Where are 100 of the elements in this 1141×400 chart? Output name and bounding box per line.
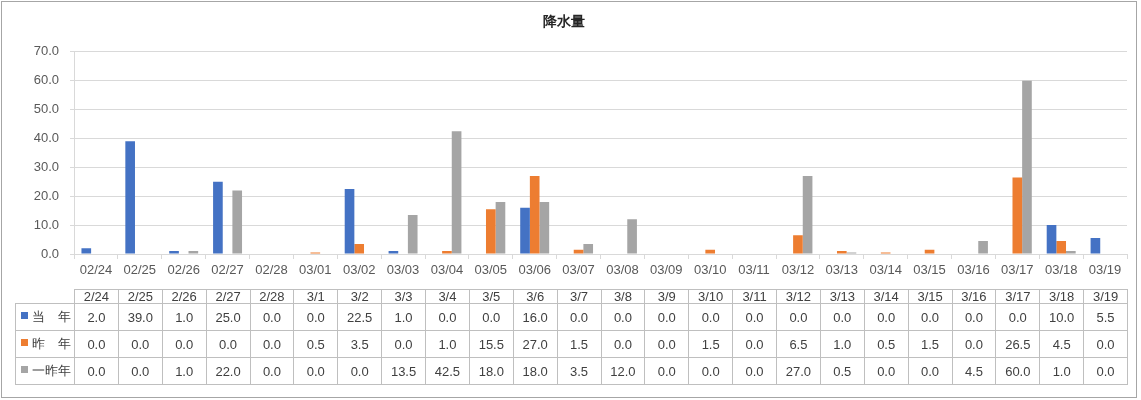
x-tick-label: 03/12 xyxy=(781,262,815,278)
x-tick-label: 03/01 xyxy=(299,262,332,278)
data-label: 0.0 xyxy=(293,357,338,385)
y-tick-label: 10.0 xyxy=(33,216,59,232)
x-tick-label: 02/27 xyxy=(211,262,244,278)
data-label: 3.5 xyxy=(557,357,601,385)
x-tick-label: 02/25 xyxy=(123,262,157,278)
data-label: 0.0 xyxy=(381,330,426,358)
data-label: 0.0 xyxy=(469,303,514,331)
data-label: 1.0 xyxy=(1039,357,1084,385)
legend-label: 一昨年 xyxy=(32,363,71,378)
legend-label: 当 年 xyxy=(32,309,71,324)
data-label: 0.0 xyxy=(337,357,382,385)
x-tick-label: 03/03 xyxy=(386,262,420,278)
bar xyxy=(1090,238,1101,254)
data-label: 0.5 xyxy=(293,330,338,358)
text: 3/9 xyxy=(644,289,689,304)
bar xyxy=(836,251,847,254)
x-tick-label: 03/06 xyxy=(518,262,551,278)
bar xyxy=(1012,177,1023,254)
bar xyxy=(232,190,243,254)
legend-label: 昨 年 xyxy=(32,336,71,351)
x-tick-label: 03/10 xyxy=(693,262,727,278)
data-label: 0.0 xyxy=(118,357,163,385)
data-label: 22.5 xyxy=(337,303,382,331)
data-label: 0.0 xyxy=(732,303,777,331)
text: 3/14 xyxy=(864,289,909,304)
data-label: 27.0 xyxy=(513,330,558,358)
y-tick-label: 60.0 xyxy=(33,72,59,88)
text: 3/3 xyxy=(381,289,426,304)
data-label: 0.0 xyxy=(644,330,689,358)
data-label: 0.0 xyxy=(425,303,470,331)
data-label: 13.5 xyxy=(381,357,426,385)
bar xyxy=(978,241,988,254)
data-label: 5.5 xyxy=(1083,303,1128,331)
text: 2/25 xyxy=(118,289,163,304)
data-label: 0.5 xyxy=(820,357,865,385)
data-label: 1.5 xyxy=(557,330,601,358)
bar xyxy=(407,215,418,254)
data-label: 6.5 xyxy=(776,330,821,358)
bar xyxy=(81,248,92,254)
bar xyxy=(442,251,452,254)
data-label: 3.5 xyxy=(337,330,382,358)
text: 3/13 xyxy=(820,289,865,304)
text: 2/27 xyxy=(206,289,250,304)
text: 3/19 xyxy=(1083,289,1128,304)
data-label: 1.0 xyxy=(162,357,207,385)
bar xyxy=(529,176,540,254)
data-label: 0.0 xyxy=(864,303,909,331)
y-tick-label: 50.0 xyxy=(33,101,59,117)
y-tick-label: 70.0 xyxy=(33,43,59,59)
bar xyxy=(627,219,637,254)
x-tick-label: 02/26 xyxy=(167,262,200,278)
data-label: 0.0 xyxy=(908,303,952,331)
x-tick-label: 03/07 xyxy=(562,262,595,278)
text: 2/28 xyxy=(250,289,294,304)
bar xyxy=(125,141,135,254)
bar xyxy=(344,189,355,254)
text: 3/7 xyxy=(557,289,601,304)
text: 3/11 xyxy=(732,289,777,304)
data-label: 0.5 xyxy=(864,330,909,358)
x-tick-label: 03/16 xyxy=(957,262,990,278)
x-tick-label: 02/24 xyxy=(79,262,113,278)
data-label: 0.0 xyxy=(162,330,207,358)
data-label: 10.0 xyxy=(1039,303,1084,331)
data-label: 1.0 xyxy=(820,330,865,358)
bar xyxy=(802,176,813,254)
data-label: 0.0 xyxy=(864,357,909,385)
y-tick-label: 40.0 xyxy=(33,130,59,146)
data-label: 0.0 xyxy=(688,357,733,385)
y-tick-label: 30.0 xyxy=(33,158,59,174)
data-label: 1.5 xyxy=(908,330,952,358)
bar xyxy=(793,235,803,254)
x-tick-label: 03/14 xyxy=(869,262,902,278)
data-label: 60.0 xyxy=(995,357,1040,385)
text: 3/5 xyxy=(469,289,514,304)
x-tick-label: 03/19 xyxy=(1088,262,1122,278)
bar xyxy=(1022,80,1032,254)
bar xyxy=(1046,225,1057,254)
data-label: 1.5 xyxy=(688,330,733,358)
bar xyxy=(1066,251,1076,254)
x-tick-label: 03/15 xyxy=(913,262,946,278)
text: 3/4 xyxy=(425,289,470,304)
data-label: 0.0 xyxy=(250,330,294,358)
text: 3/16 xyxy=(952,289,996,304)
data-label: 42.5 xyxy=(425,357,470,385)
x-tick-label: 03/11 xyxy=(738,262,770,278)
data-label: 25.0 xyxy=(206,303,250,331)
data-label: 27.0 xyxy=(776,357,821,385)
bar xyxy=(354,243,365,254)
data-label: 1.0 xyxy=(425,330,470,358)
y-tick-label: 20.0 xyxy=(33,187,59,203)
text: 2/24 xyxy=(74,289,119,304)
data-label: 0.0 xyxy=(601,330,645,358)
bar xyxy=(169,251,179,254)
data-label: 0.0 xyxy=(206,330,250,358)
bar xyxy=(495,202,506,254)
bar xyxy=(388,251,399,254)
x-tick-label: 03/09 xyxy=(650,262,683,278)
data-label: 4.5 xyxy=(1039,330,1084,358)
